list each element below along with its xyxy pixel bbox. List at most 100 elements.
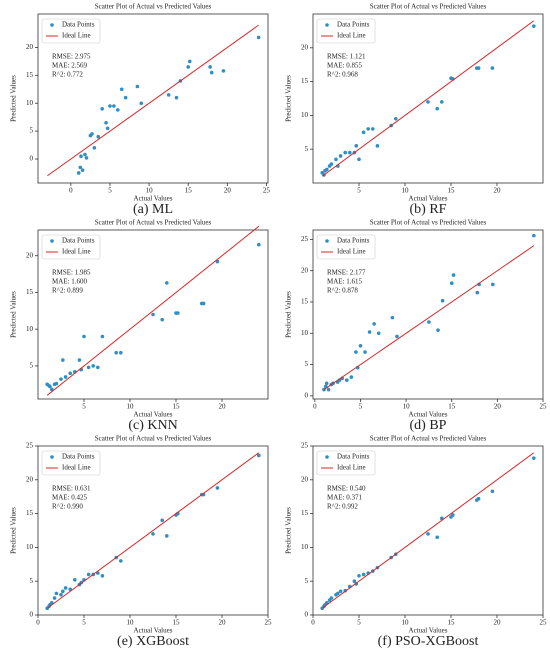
y-axis-label: Predicted Values (10, 75, 18, 122)
data-point (176, 311, 180, 315)
data-point (491, 282, 495, 287)
data-point (96, 365, 100, 370)
data-point (160, 317, 164, 322)
subplot-title: Scatter Plot of Actual vs Predicted Valu… (95, 3, 212, 11)
metric-annotation: RMSE: 2.177 (327, 269, 366, 277)
x-tick-label: 0 (69, 187, 73, 195)
data-point (395, 334, 399, 339)
legend-box (41, 18, 101, 44)
data-point (490, 66, 495, 70)
legend-box (316, 234, 376, 260)
y-axis-label: Predicted Values (285, 291, 293, 338)
data-point (257, 453, 261, 458)
x-tick-label: 10 (402, 619, 410, 627)
x-tick-label: 20 (224, 187, 232, 195)
y-tick-label: 20 (26, 475, 34, 483)
data-point (119, 559, 123, 563)
data-point (100, 107, 104, 111)
x-tick-label: 0 (313, 403, 317, 411)
plot-frame (37, 445, 269, 616)
x-tick-label: 5 (357, 187, 361, 195)
legend-box (41, 450, 101, 476)
data-point (166, 93, 171, 97)
data-point (77, 358, 82, 362)
legend-label: Data Points (62, 21, 95, 29)
ideal-line (46, 225, 260, 396)
x-tick-label: 0 (311, 619, 315, 627)
x-axis-label: Actual Values (134, 411, 173, 419)
data-point (84, 156, 89, 160)
x-tick-label: 5 (357, 619, 361, 627)
data-point (90, 132, 94, 136)
subplot-caption: (c) KNN (128, 418, 177, 433)
x-tick-label: 20 (494, 403, 502, 411)
data-point (354, 144, 359, 148)
y-tick-label: 10 (301, 543, 309, 551)
x-tick-label: 10 (127, 619, 135, 627)
y-tick-label: 0 (305, 611, 309, 619)
y-tick-label: 10 (301, 329, 309, 337)
data-point (366, 127, 371, 131)
data-point (436, 328, 440, 332)
data-point (59, 377, 63, 381)
y-tick-label: 10 (301, 111, 309, 119)
x-tick-label: 20 (494, 619, 502, 627)
legend-box (316, 450, 376, 476)
data-point (63, 375, 68, 379)
data-point (151, 312, 155, 317)
metric-annotation: MAE: 2.569 (52, 62, 88, 70)
ideal-line (46, 452, 260, 609)
x-tick-label: 0 (36, 619, 40, 627)
data-point (390, 315, 395, 320)
subplot-caption: (e) XGBoost (117, 634, 189, 649)
y-axis-label: Predicted Values (285, 507, 293, 554)
ideal-line (47, 24, 259, 177)
data-point (135, 84, 140, 89)
y-tick-label: 20 (26, 251, 34, 259)
subplot-title: Scatter Plot of Actual vs Predicted Valu… (95, 435, 212, 443)
data-point (201, 301, 206, 306)
y-tick-label: 0 (30, 155, 34, 163)
x-axis-label: Actual Values (409, 195, 448, 203)
data-point (82, 334, 86, 339)
data-point (367, 330, 372, 334)
legend-label: Ideal Line (62, 248, 91, 256)
y-tick-label: 10 (26, 99, 34, 107)
y-axis-label: Predicted Values (10, 291, 18, 338)
data-point (215, 486, 220, 490)
metric-annotation: RMSE: 1.121 (327, 53, 366, 61)
subplot-title: Scatter Plot of Actual vs Predicted Valu… (370, 3, 487, 11)
data-point (79, 154, 83, 159)
x-tick-label: 25 (540, 403, 548, 411)
metric-annotation: RMSE: 2.975 (52, 53, 91, 61)
metric-annotation: MAE: 1.615 (327, 278, 363, 286)
y-tick-label: 10 (26, 325, 34, 333)
subplot: Scatter Plot of Actual vs Predicted Valu… (285, 3, 544, 217)
data-point (427, 320, 431, 324)
y-tick-label: 20 (301, 43, 309, 51)
data-point (83, 152, 87, 157)
y-tick-label: 5 (30, 577, 34, 585)
metric-annotation: RMSE: 1.985 (52, 269, 91, 277)
data-point (73, 578, 77, 582)
subplot-title: Scatter Plot of Actual vs Predicted Valu… (95, 219, 212, 227)
data-point (119, 350, 123, 355)
x-tick-label: 5 (82, 619, 86, 627)
data-point (114, 350, 118, 355)
legend-label: Data Points (62, 237, 95, 245)
data-point (139, 101, 144, 106)
subplot: Scatter Plot of Actual vs Predicted Valu… (285, 219, 547, 434)
data-point (440, 298, 445, 303)
metric-annotation: MAE: 0.371 (327, 494, 363, 502)
data-point (357, 157, 361, 162)
data-point (52, 596, 57, 600)
x-axis-label: Actual Values (134, 195, 173, 203)
data-point (324, 381, 329, 386)
data-point (451, 273, 456, 277)
metric-annotation: R^2: 0.992 (327, 503, 358, 511)
data-point (108, 104, 112, 108)
data-point (86, 365, 91, 370)
y-tick-label: 5 (30, 127, 34, 135)
data-point (343, 150, 348, 155)
data-point (221, 69, 226, 73)
